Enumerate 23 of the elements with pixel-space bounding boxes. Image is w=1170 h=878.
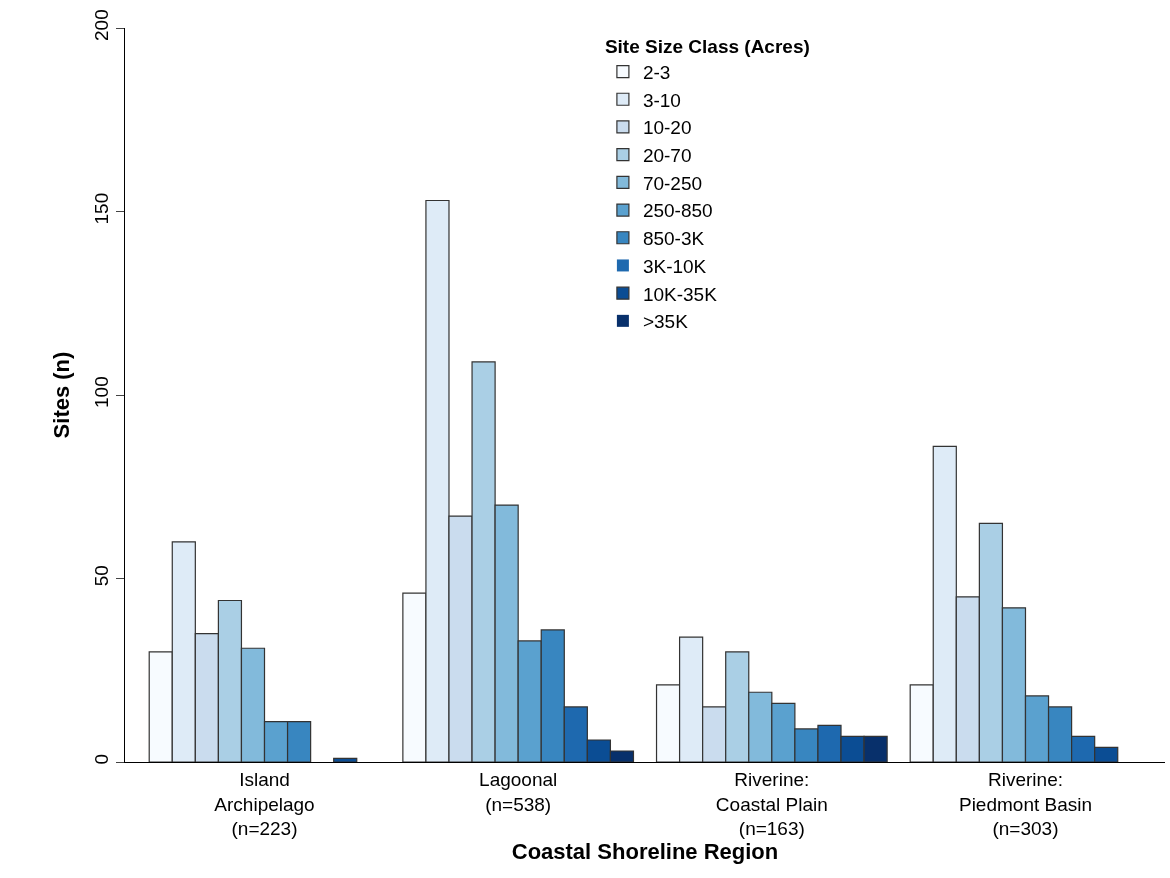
legend-label: 250-850 (642, 200, 713, 222)
legend-label: 70-250 (642, 172, 703, 194)
y-axis-title: Sites (n) (49, 351, 75, 439)
y-tick-label: 100 (91, 376, 113, 408)
legend-label: 20-70 (642, 145, 692, 167)
x-tick-label: Lagoonal (n=538) (479, 768, 558, 815)
legend-label: 850-3K (642, 228, 705, 250)
legend-label: 2-3 (642, 61, 671, 83)
legend-label: 10K-35K (642, 283, 718, 305)
y-tick-label: 50 (91, 565, 113, 587)
y-tick-label: 200 (91, 9, 113, 41)
legend-title: Site Size Class (Acres) (604, 35, 810, 57)
y-tick-label: 150 (91, 192, 113, 225)
x-axis-title: Coastal Shoreline Region (511, 839, 779, 865)
x-tick-label: Riverine: Piedmont Basin (n=303) (958, 768, 1093, 840)
bar (333, 757, 358, 762)
legend-label: >35K (642, 311, 689, 333)
legend-label: 10-20 (642, 117, 692, 139)
legend-label: 3-10 (642, 89, 681, 111)
legend-label: 3K-10K (642, 255, 707, 277)
y-tick-label: 0 (91, 753, 113, 765)
x-tick-label: Island Archipelago (n=223) (214, 768, 315, 840)
x-tick-label: Riverine: Coastal Plain (n=163) (715, 768, 828, 840)
